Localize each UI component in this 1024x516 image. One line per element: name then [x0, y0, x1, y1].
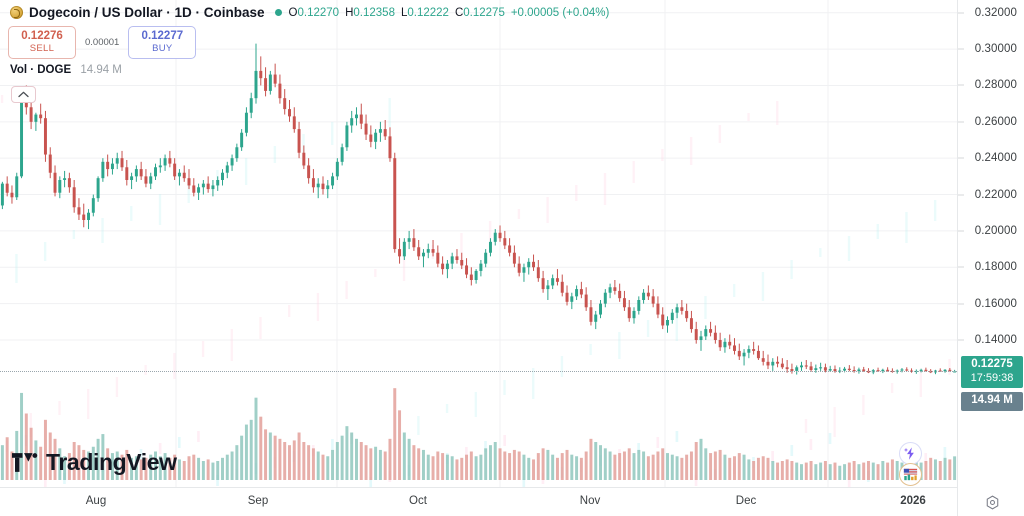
symbol-title[interactable]: Dogecoin / US Dollar · 1D · Coinbase	[29, 5, 265, 20]
flag-chart-icon	[903, 468, 918, 481]
time-axis[interactable]: Aug Sep Oct Nov Dec 2026	[0, 487, 957, 516]
time-axis-tick: 2026	[900, 495, 926, 507]
up-dot-icon	[274, 9, 282, 16]
price-axis-tick: 0.16000	[974, 297, 1017, 310]
price-axis-tick-mark	[958, 194, 964, 196]
volume-badge[interactable]: 14.94 M	[961, 392, 1023, 411]
gear-hex-icon[interactable]	[985, 495, 1000, 510]
chart-legend: Dogecoin / US Dollar · 1D · Coinbase O0.…	[10, 3, 609, 22]
price-axis-tick-mark	[958, 48, 964, 50]
spread-value: 0.00001	[85, 37, 120, 48]
ohlc-values: O0.12270 H0.12358 L0.12222 C0.12275 +0.0…	[274, 6, 610, 19]
price-axis-tick-mark	[958, 303, 964, 305]
last-price-badge[interactable]: 0.12275 17:59:38	[961, 356, 1023, 389]
price-axis-tick: 0.30000	[974, 43, 1017, 56]
time-axis-tick: Aug	[85, 495, 107, 507]
ohlc-open: O0.12270	[289, 7, 340, 19]
sell-button[interactable]: 0.12276 SELL	[8, 26, 76, 59]
tradingview-logo-icon	[12, 453, 38, 472]
sell-price: 0.12276	[21, 30, 63, 42]
volume-legend[interactable]: Vol · DOGE 14.94 M	[10, 64, 122, 76]
price-axis-tick-mark	[958, 230, 964, 232]
price-axis-tick-mark	[958, 339, 964, 341]
price-axis-tick: 0.28000	[974, 79, 1017, 92]
last-price-line	[0, 371, 957, 373]
change-value: +0.00005 (+0.04%)	[510, 6, 610, 19]
flag-chart-badge-button[interactable]	[899, 463, 922, 486]
price-axis-tick: 0.24000	[974, 152, 1017, 165]
price-axis-tick: 0.32000	[974, 6, 1017, 19]
price-axis-tick-mark	[958, 12, 964, 14]
ohlc-close: C0.12275	[455, 7, 505, 19]
chart-candlesticks-and-volume	[0, 43, 957, 481]
chart-plot-area[interactable]	[0, 0, 957, 487]
ohlc-low-value: 0.12222	[407, 6, 449, 19]
collapse-pane-button[interactable]	[11, 86, 36, 103]
ohlc-high-value: 0.12358	[353, 6, 395, 19]
buy-price: 0.12277	[141, 30, 184, 42]
lightning-bolt-icon	[903, 447, 914, 460]
ohlc-open-label: O	[288, 6, 298, 19]
lightning-badge-button[interactable]	[899, 442, 922, 465]
buy-button[interactable]: 0.12277 BUY	[128, 26, 197, 59]
volume-badge-value: 14.94 M	[971, 394, 1013, 407]
price-axis-tick: 0.18000	[974, 261, 1017, 274]
time-axis-tick: Oct	[409, 495, 427, 507]
symbol-row[interactable]: Dogecoin / US Dollar · 1D · Coinbase O0.…	[10, 3, 609, 22]
price-axis[interactable]: 0.12275 17:59:38 14.94 M 0.32000 0.30000 0…	[957, 0, 1024, 516]
volume-legend-value: 14.94 M	[80, 64, 122, 76]
price-axis-tick-mark	[958, 157, 964, 159]
ohlc-close-label: C	[454, 6, 464, 19]
ohlc-low-label: L	[400, 6, 408, 19]
dogecoin-icon	[10, 6, 23, 19]
countdown-time: 17:59:38	[970, 371, 1014, 384]
price-axis-tick: 0.26000	[974, 115, 1017, 128]
ohlc-high: H0.12358	[345, 7, 395, 19]
price-axis-tick: 0.20000	[974, 224, 1017, 237]
buy-label: BUY	[152, 43, 173, 54]
trade-buttons-row: 0.12276 SELL 0.00001 0.12277 BUY	[8, 26, 197, 59]
price-axis-tick-mark	[958, 84, 964, 86]
last-price-value: 0.12275	[971, 358, 1013, 371]
ohlc-low: L0.12222	[401, 7, 449, 19]
time-axis-tick: Nov	[579, 495, 601, 507]
time-axis-tick: Dec	[735, 495, 757, 507]
tradingview-watermark: TradingView	[12, 451, 177, 474]
ohlc-open-value: 0.12270	[297, 6, 340, 19]
ohlc-high-label: H	[345, 6, 354, 19]
price-axis-tick: 0.22000	[974, 188, 1017, 201]
tradingview-wordmark: TradingView	[46, 449, 177, 475]
price-axis-tick-mark	[958, 266, 964, 268]
price-axis-tick: 0.14000	[974, 334, 1017, 346]
sell-label: SELL	[29, 43, 55, 54]
chevron-up-icon	[18, 91, 29, 98]
time-axis-tick: Sep	[247, 495, 269, 507]
price-axis-tick-mark	[958, 121, 964, 123]
ohlc-close-value: 0.12275	[463, 6, 505, 19]
volume-legend-label: Vol · DOGE	[10, 64, 72, 76]
chart-gridlines	[0, 0, 957, 487]
